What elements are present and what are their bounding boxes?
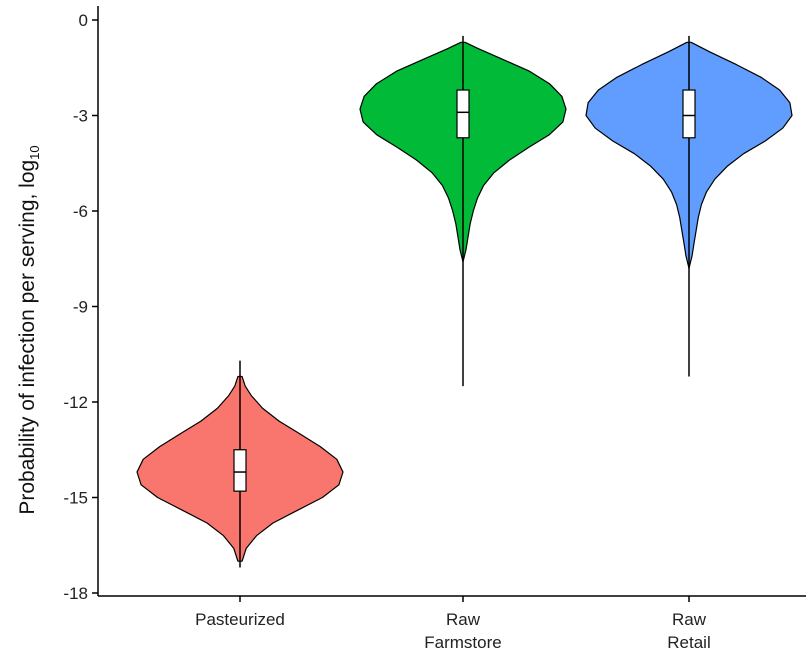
violin-group [360,36,566,386]
y-axis-title: Probability of infection per serving, lo… [16,145,42,514]
iqr-box [683,90,695,138]
x-tick-label: Retail [667,633,710,652]
y-axis-title-text: Probability of infection per serving, lo… [16,145,42,514]
y-tick-label: 0 [79,11,88,30]
y-tick-label: -9 [73,298,88,317]
y-tick-label: -18 [63,584,88,603]
y-axis-title-main: Probability of infection per serving, lo… [16,160,39,515]
y-axis-ticks: 0 -3 -6 -9 -12 -15 -18 [63,11,98,603]
x-tick-label: Pasteurized [195,610,285,629]
x-tick-label: Raw [672,610,707,629]
violin-group [137,361,343,568]
x-axis-ticks: Pasteurized Raw Farmstore Raw Retail [195,596,711,652]
iqr-box [234,450,246,491]
y-tick-label: -3 [73,107,88,126]
x-tick-label: Farmstore [424,633,501,652]
y-tick-label: -6 [73,202,88,221]
x-tick-label: Raw [446,610,481,629]
violin-plot-area [137,36,792,568]
y-tick-label: -15 [63,489,88,508]
violin-group [586,36,792,377]
iqr-box [457,90,469,138]
y-axis-title-subscript: 10 [27,145,42,159]
y-tick-label: -12 [63,393,88,412]
